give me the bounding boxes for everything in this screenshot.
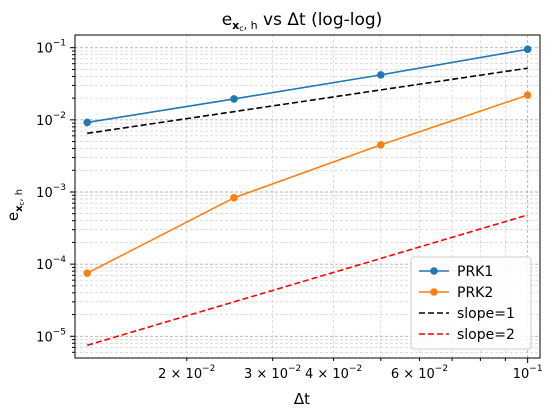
series-line-slope-1: [87, 67, 528, 135]
x-tick-mantissa: 10: [513, 367, 530, 382]
y-tick-exponent: −4: [53, 255, 67, 265]
axes-frame: [74, 34, 541, 359]
axis-ticks: 10−510−410−310−210−110−12 × 10−2 3 × 10−2…: [36, 39, 542, 382]
y-tick-label: 10−2: [36, 111, 66, 129]
y-tick-label: 10−5: [36, 327, 66, 345]
x-tick-exponent: −2: [349, 364, 362, 374]
y-tick-exponent: −2: [53, 111, 66, 121]
x-tick-label: 10−1: [513, 364, 543, 382]
series-line-prk1: [87, 48, 528, 124]
y-tick-label: 10−3: [36, 183, 66, 201]
y-tick-mantissa: 10: [36, 114, 53, 129]
legend-label-prk2: PRK2: [457, 285, 493, 301]
data-point-prk2: [83, 269, 92, 277]
legend-label-slope-2: slope=2: [457, 327, 515, 343]
x-tick-label: 4 × 10−2: [305, 364, 362, 382]
y-tick-exponent: −5: [53, 327, 66, 337]
x-tick-mantissa: 2 × 10: [158, 367, 202, 382]
legend-box: [410, 256, 532, 350]
y-tick-label: 10−4: [36, 255, 66, 273]
x-tick-mantissa: 6 × 10: [391, 367, 435, 382]
data-point-prk1: [230, 95, 238, 103]
data-point-prk2: [230, 194, 238, 202]
legend-marker-prk2: [430, 288, 438, 296]
y-tick-mantissa: 10: [36, 42, 53, 57]
plot-area: [83, 45, 532, 347]
data-point-prk1: [523, 45, 532, 54]
x-tick-exponent: −2: [435, 364, 448, 374]
x-tick-label: 2 × 10−2: [158, 364, 215, 382]
y-tick-exponent: −1: [53, 39, 66, 49]
y-axis-label: exc, h: [4, 189, 26, 221]
y-tick-mantissa: 10: [36, 258, 53, 273]
y-tick-exponent: −3: [53, 183, 66, 193]
x-axis-label: Δt: [294, 390, 310, 408]
data-point-prk2: [377, 141, 385, 149]
data-point-prk1: [83, 118, 92, 127]
x-tick-exponent: −2: [288, 364, 301, 374]
x-tick-label: 6 × 10−2: [391, 364, 448, 382]
series-line-slope-2: [86, 214, 528, 347]
y-tick-mantissa: 10: [36, 330, 53, 345]
legend-label-slope-1: slope=1: [457, 306, 515, 322]
legend: PRK1 PRK2 slope=1 slope=2: [410, 256, 532, 350]
x-tick-label: 3 × 10−2: [244, 364, 301, 382]
x-tick-exponent: −2: [202, 364, 215, 374]
data-point-prk2: [523, 91, 532, 99]
x-tick-exponent: −1: [529, 364, 542, 374]
legend-marker-prk1: [430, 267, 438, 275]
y-tick-label: 10−1: [36, 39, 66, 57]
x-tick-mantissa: 3 × 10: [244, 367, 288, 382]
x-tick-mantissa: 4 × 10: [305, 367, 349, 382]
chart-title: exc, h vs Δt (log-log): [222, 10, 383, 33]
legend-label-prk1: PRK1: [457, 264, 493, 280]
series-line-prk2: [86, 94, 528, 274]
data-point-prk1: [377, 71, 385, 79]
y-tick-mantissa: 10: [36, 186, 53, 201]
